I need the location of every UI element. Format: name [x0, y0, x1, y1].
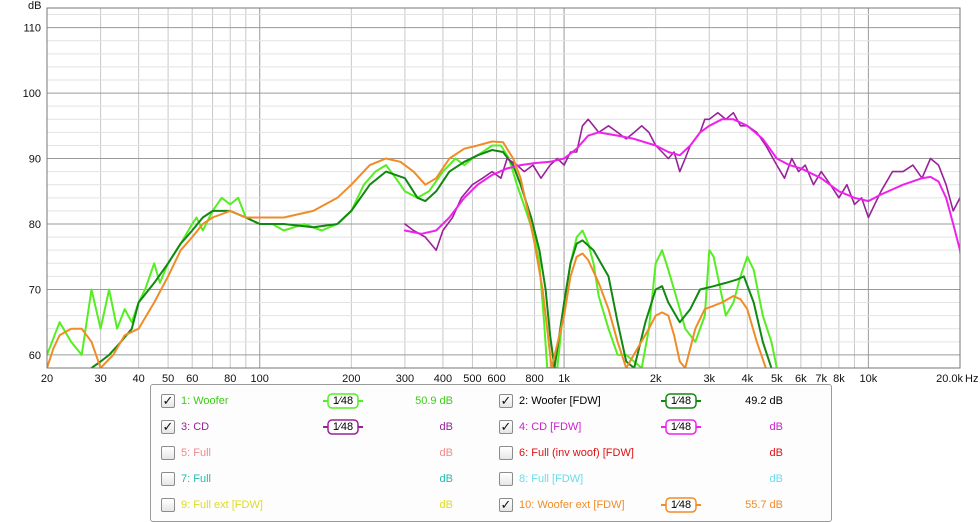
- legend-label: 1: Woofer: [181, 395, 229, 407]
- legend-checkbox[interactable]: [161, 446, 175, 460]
- legend-item: ✓ 2: Woofer [FDW] 1⁄48 49.2 dB: [499, 391, 819, 411]
- y-tick-label: 80: [29, 219, 41, 231]
- smoothing-label: 1⁄48: [332, 421, 354, 433]
- plot-frame: [46, 7, 961, 369]
- legend-level: 55.7 dB: [745, 499, 783, 511]
- x-tick-label: 40: [132, 373, 144, 384]
- legend-label: 6: Full (inv woof) [FDW]: [519, 447, 634, 459]
- series-line-4: [403, 118, 960, 259]
- legend-panel: ✓ 1: Woofer 1⁄48 50.9 dB ✓ 2: Woofer [FDW] 1⁄4…: [150, 384, 832, 522]
- legend-checkbox[interactable]: [161, 472, 175, 486]
- legend-item: 9: Full ext [FDW] dB: [161, 495, 481, 515]
- legend-level: dB: [439, 499, 453, 511]
- x-tick-label: 100: [251, 373, 269, 384]
- legend-checkbox[interactable]: ✓: [499, 393, 513, 408]
- smoothing-label: 1⁄48: [670, 421, 692, 433]
- legend-label: 2: Woofer [FDW]: [519, 395, 601, 407]
- x-tick-label: 20: [41, 373, 53, 384]
- x-tick-label: 20.0k: [936, 373, 963, 384]
- x-tick-label: 8k: [833, 373, 845, 384]
- legend-level: dB: [769, 447, 783, 459]
- legend-level: dB: [769, 473, 783, 485]
- x-tick-label: 300: [396, 373, 414, 384]
- legend-label: 4: CD [FDW]: [519, 421, 582, 433]
- legend-level: 49.2 dB: [745, 395, 783, 407]
- legend-level: dB: [769, 421, 783, 433]
- legend-level: dB: [439, 421, 453, 433]
- legend-label: 9: Full ext [FDW]: [181, 499, 263, 511]
- smoothing-label: 1⁄48: [332, 395, 354, 407]
- legend-item: ✓ 1: Woofer 1⁄48 50.9 dB: [161, 391, 481, 411]
- chart-grid: [46, 8, 961, 369]
- x-tick-label: 5k: [771, 373, 783, 384]
- legend-checkbox[interactable]: ✓: [161, 393, 175, 408]
- legend-item: ✓ 3: CD 1⁄48 dB: [161, 417, 481, 437]
- legend-checkbox[interactable]: [499, 446, 513, 460]
- legend-level: dB: [439, 473, 453, 485]
- chart-axes: 60 70 80 90 100 110 dB 20 30 40 50 60 80 100 200 300 400…: [23, 0, 979, 384]
- x-tick-label: 400: [434, 373, 452, 384]
- legend-item: 5: Full dB: [161, 443, 481, 463]
- x-tick-label: 600: [487, 373, 505, 384]
- legend-label: 7: Full: [181, 473, 211, 485]
- legend-checkbox[interactable]: [161, 498, 175, 512]
- y-tick-label: 70: [29, 284, 41, 296]
- plot-area: [47, 8, 960, 368]
- x-tick-label: 2k: [650, 373, 662, 384]
- x-tick-label: 500: [463, 373, 481, 384]
- y-tick-label: 110: [23, 23, 41, 35]
- y-tick-label: 60: [29, 350, 41, 362]
- x-tick-label: 3k: [703, 373, 715, 384]
- legend-checkbox[interactable]: [499, 472, 513, 486]
- legend-level: 50.9 dB: [415, 395, 453, 407]
- legend-level: dB: [439, 447, 453, 459]
- x-tick-label: 80: [224, 373, 236, 384]
- legend-checkbox[interactable]: ✓: [499, 497, 513, 512]
- legend-item: 6: Full (inv woof) [FDW] dB: [499, 443, 819, 463]
- x-tick-label: 200: [342, 373, 360, 384]
- legend-item: ✓ 10: Woofer ext [FDW] 1⁄48 55.7 dB: [499, 495, 819, 515]
- x-tick-label: 50: [162, 373, 174, 384]
- legend-item: 8: Full [FDW] dB: [499, 469, 819, 489]
- x-tick-label: 30: [94, 373, 106, 384]
- y-tick-label: 90: [29, 154, 41, 166]
- chart-series: [47, 111, 960, 368]
- y-tick-label: 100: [23, 88, 41, 100]
- x-tick-label: 4k: [741, 373, 753, 384]
- legend-label: 3: CD: [181, 421, 210, 433]
- legend-label: 10: Woofer ext [FDW]: [519, 499, 625, 511]
- x-tick-label: 800: [525, 373, 543, 384]
- smoothing-label: 1⁄48: [670, 395, 692, 407]
- legend-label: 8: Full [FDW]: [519, 473, 584, 485]
- y-axis-label: dB: [28, 0, 41, 12]
- x-tick-label: 7k: [815, 373, 827, 384]
- x-tick-label: 10k: [860, 373, 878, 384]
- legend-checkbox[interactable]: ✓: [161, 419, 175, 434]
- series-line-5: [47, 140, 767, 368]
- smoothing-label: 1⁄48: [670, 499, 692, 511]
- legend-item: ✓ 4: CD [FDW] 1⁄48 dB: [499, 417, 819, 437]
- x-tick-label: 60: [186, 373, 198, 384]
- legend-label: 5: Full: [181, 447, 211, 459]
- x-tick-label: 1k: [558, 373, 570, 384]
- frequency-response-chart[interactable]: 60 70 80 90 100 110 dB 20 30 40 50 60 80 100 200 300 400…: [0, 0, 980, 384]
- legend-checkbox[interactable]: ✓: [499, 419, 513, 434]
- legend-item: 7: Full dB: [161, 469, 481, 489]
- x-tick-label: 6k: [795, 373, 807, 384]
- x-axis-unit: Hz: [965, 373, 978, 384]
